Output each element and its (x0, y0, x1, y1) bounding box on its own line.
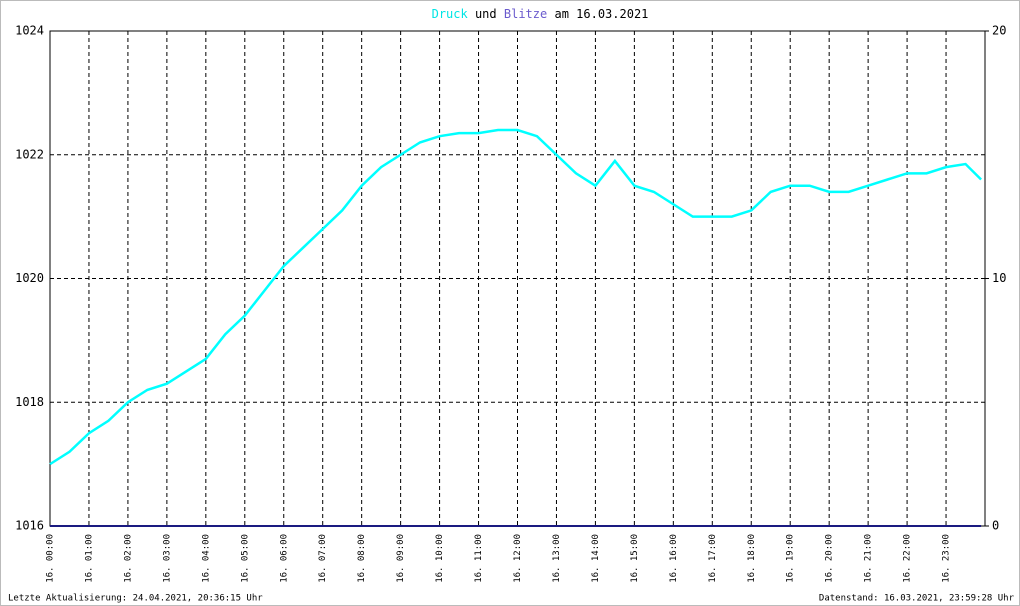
title-suffix: am 16.03.2021 (554, 7, 648, 21)
x-tick-label: 16. 15:00 (630, 534, 640, 583)
footer-left: Letzte Aktualisierung: 24.04.2021, 20:36… (8, 594, 263, 604)
x-tick-label: 16. 21:00 (864, 534, 874, 583)
y2-tick-label: 10 (992, 271, 1006, 285)
x-tick-label: 16. 19:00 (786, 534, 796, 583)
x-tick-label: 16. 06:00 (279, 534, 289, 583)
x-tick-label: 16. 17:00 (708, 534, 718, 583)
x-tick-label: 16. 22:00 (903, 534, 913, 583)
y-tick-label: 1024 (15, 24, 44, 38)
chart-title: Druck und Blitze am 16.03.2021 (432, 7, 649, 21)
series-line (49, 128, 982, 466)
x-tick-label: 16. 11:00 (474, 534, 484, 583)
x-tick-label: 16. 03:00 (162, 534, 172, 583)
x-tick-label: 16. 23:00 (942, 534, 952, 583)
x-tick-label: 16. 04:00 (201, 534, 211, 583)
y-tick-label: 1020 (15, 271, 44, 285)
x-tick-label: 16. 14:00 (591, 534, 601, 583)
title-middle: und (475, 7, 497, 21)
title-series-2: Blitze (504, 7, 547, 21)
footer-right: Datenstand: 16.03.2021, 23:59:28 Uhr (819, 594, 1015, 604)
x-tick-label: 16. 07:00 (318, 534, 328, 583)
y-tick-label: 1022 (15, 147, 44, 161)
x-tick-label: 16. 09:00 (396, 534, 406, 583)
x-tick-label: 16. 10:00 (435, 534, 445, 583)
y2-tick-label: 20 (992, 24, 1006, 38)
x-tick-label: 16. 16:00 (669, 534, 679, 583)
x-tick-label: 16. 01:00 (84, 534, 94, 583)
y-tick-label: 1018 (15, 395, 44, 409)
title-series-1: Druck (432, 7, 469, 21)
x-tick-label: 16. 13:00 (552, 534, 562, 583)
y-tick-label: 1016 (15, 519, 44, 533)
x-tick-label: 16. 18:00 (747, 534, 757, 583)
y2-tick-label: 0 (992, 519, 999, 533)
x-tick-label: 16. 20:00 (825, 534, 835, 583)
x-tick-label: 16. 02:00 (123, 534, 133, 583)
x-tick-label: 16. 12:00 (513, 534, 523, 583)
x-tick-label: 16. 05:00 (240, 534, 250, 583)
x-tick-label: 16. 08:00 (357, 534, 367, 583)
x-tick-label: 16. 00:00 (46, 534, 56, 583)
